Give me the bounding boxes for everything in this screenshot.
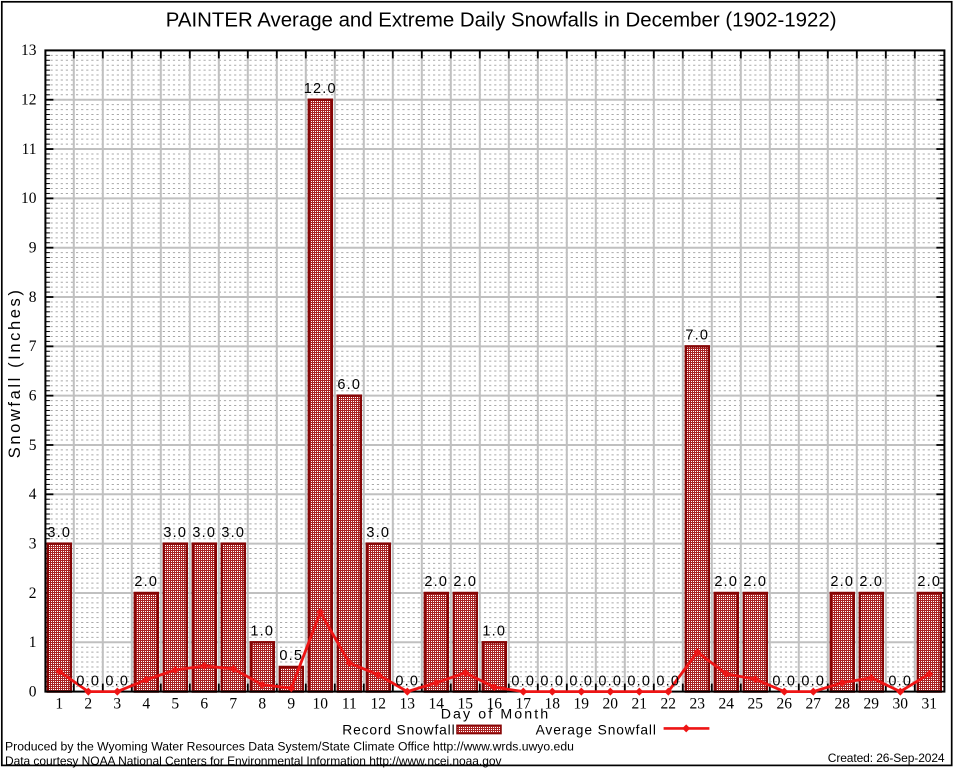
svg-text:2.0: 2.0	[424, 574, 448, 590]
svg-text:0.0: 0.0	[627, 674, 651, 690]
svg-text:31: 31	[922, 696, 938, 713]
svg-text:Day of Month: Day of Month	[441, 707, 551, 723]
svg-text:3: 3	[29, 535, 37, 552]
svg-text:4: 4	[142, 696, 150, 713]
svg-text:3.0: 3.0	[221, 525, 245, 541]
svg-text:3.0: 3.0	[366, 525, 390, 541]
svg-text:8: 8	[258, 696, 266, 713]
svg-text:25: 25	[748, 696, 764, 713]
svg-text:11: 11	[22, 141, 37, 158]
svg-text:0.0: 0.0	[76, 674, 100, 690]
svg-text:16: 16	[487, 696, 503, 713]
svg-text:7.0: 7.0	[685, 328, 709, 344]
svg-text:2: 2	[29, 585, 37, 602]
svg-text:3.0: 3.0	[192, 525, 216, 541]
svg-text:2.0: 2.0	[917, 574, 941, 590]
svg-text:Created: 26-Sep-2024: Created: 26-Sep-2024	[828, 751, 945, 765]
svg-text:0.0: 0.0	[511, 674, 535, 690]
svg-text:1: 1	[29, 634, 37, 651]
svg-text:0.0: 0.0	[105, 674, 129, 690]
svg-text:0.0: 0.0	[888, 674, 912, 690]
svg-text:Data courtesy NOAA National Ce: Data courtesy NOAA National Centers for …	[5, 754, 501, 768]
svg-text:14: 14	[429, 696, 445, 713]
svg-text:6: 6	[200, 696, 208, 713]
svg-text:13: 13	[21, 42, 37, 59]
svg-text:0.0: 0.0	[395, 674, 419, 690]
svg-text:10: 10	[313, 696, 329, 713]
svg-text:6.0: 6.0	[337, 377, 361, 393]
svg-text:22: 22	[661, 696, 677, 713]
svg-text:2.0: 2.0	[830, 574, 854, 590]
svg-text:0.0: 0.0	[772, 674, 796, 690]
svg-text:10: 10	[21, 190, 37, 207]
svg-text:29: 29	[864, 696, 880, 713]
svg-text:23: 23	[690, 696, 706, 713]
svg-text:8: 8	[29, 289, 37, 306]
svg-text:0.0: 0.0	[656, 674, 680, 690]
svg-text:0.0: 0.0	[801, 674, 825, 690]
svg-text:2.0: 2.0	[859, 574, 883, 590]
svg-text:12: 12	[21, 92, 37, 109]
svg-text:3: 3	[113, 696, 121, 713]
svg-text:30: 30	[893, 696, 909, 713]
svg-text:11: 11	[342, 696, 357, 713]
svg-text:26: 26	[777, 696, 793, 713]
svg-text:19: 19	[574, 696, 590, 713]
svg-text:5: 5	[171, 696, 179, 713]
svg-text:Produced by the Wyoming Water: Produced by the Wyoming Water Resources …	[5, 739, 574, 753]
svg-text:9: 9	[29, 240, 37, 257]
svg-text:2: 2	[84, 696, 92, 713]
svg-text:1.0: 1.0	[250, 624, 274, 640]
svg-text:Snowfall (Inches): Snowfall (Inches)	[6, 288, 24, 459]
svg-text:17: 17	[516, 696, 532, 713]
svg-text:Average Snowfall: Average Snowfall	[536, 722, 657, 737]
svg-text:3.0: 3.0	[47, 525, 71, 541]
svg-text:PAINTER Average and Extreme Da: PAINTER Average and Extreme Daily Snowfa…	[166, 10, 837, 32]
svg-text:15: 15	[458, 696, 474, 713]
svg-text:1: 1	[55, 696, 63, 713]
svg-text:21: 21	[632, 696, 648, 713]
svg-text:18: 18	[545, 696, 561, 713]
svg-text:2.0: 2.0	[453, 574, 477, 590]
svg-text:28: 28	[835, 696, 851, 713]
svg-text:27: 27	[806, 696, 822, 713]
svg-text:9: 9	[287, 696, 295, 713]
svg-text:Record Snowfall: Record Snowfall	[342, 722, 455, 737]
svg-text:13: 13	[400, 696, 416, 713]
svg-text:1.0: 1.0	[482, 624, 506, 640]
svg-text:12.0: 12.0	[304, 81, 337, 97]
svg-text:0: 0	[29, 683, 37, 700]
svg-text:2.0: 2.0	[714, 574, 738, 590]
svg-text:2.0: 2.0	[134, 574, 158, 590]
svg-text:24: 24	[719, 696, 735, 713]
svg-text:6: 6	[29, 388, 37, 405]
svg-text:7: 7	[29, 338, 37, 355]
svg-text:7: 7	[229, 696, 237, 713]
svg-text:12: 12	[371, 696, 387, 713]
svg-text:0.0: 0.0	[540, 674, 564, 690]
svg-text:5: 5	[29, 437, 37, 454]
svg-text:3.0: 3.0	[163, 525, 187, 541]
svg-text:20: 20	[603, 696, 619, 713]
svg-text:0.0: 0.0	[569, 674, 593, 690]
svg-text:0.0: 0.0	[598, 674, 622, 690]
svg-text:2.0: 2.0	[743, 574, 767, 590]
svg-text:4: 4	[29, 486, 37, 503]
svg-text:0.5: 0.5	[279, 648, 303, 664]
